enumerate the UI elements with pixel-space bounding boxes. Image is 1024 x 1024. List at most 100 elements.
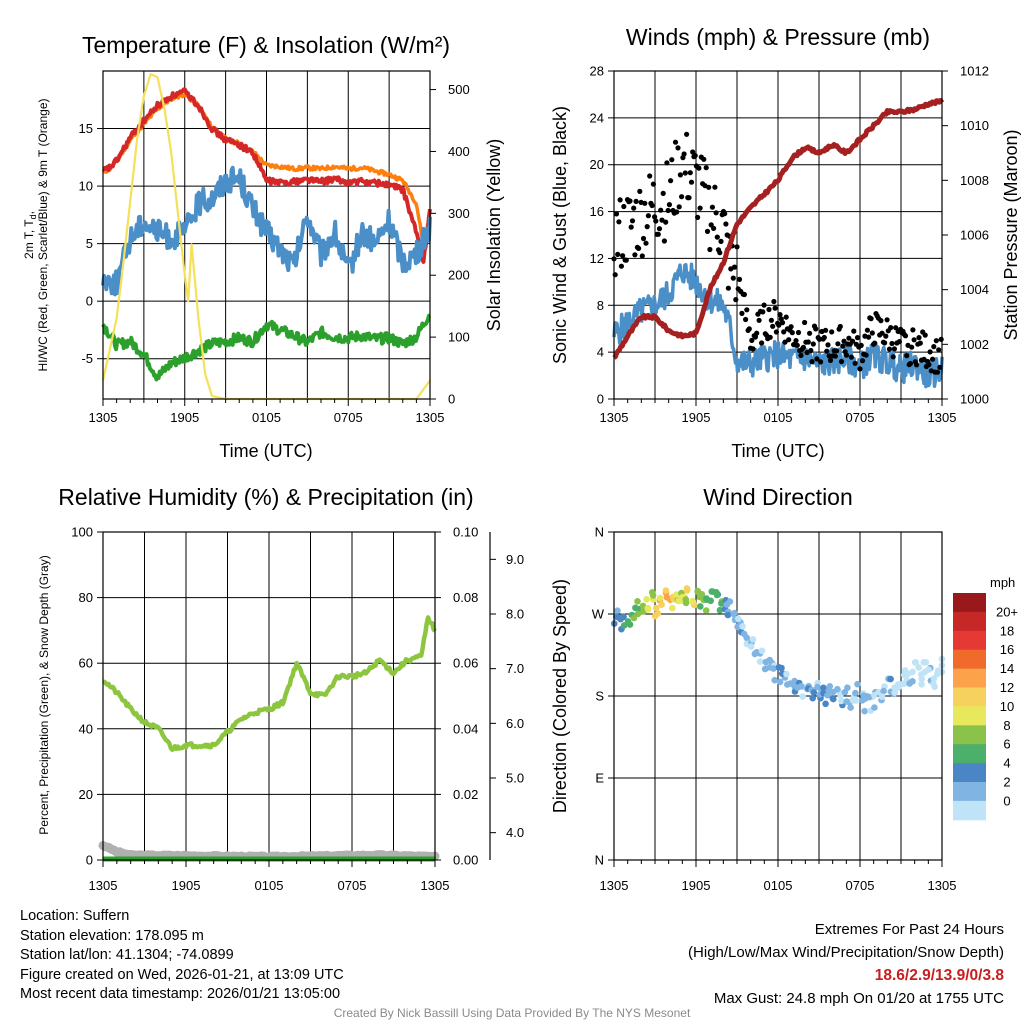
- gust-point: [927, 349, 933, 355]
- y2-tick-label: 0.04: [453, 721, 478, 736]
- series-hi-wc: [101, 165, 432, 297]
- winds-series: [611, 98, 945, 389]
- series-td: [101, 313, 431, 382]
- temperature-ylabel-right: Solar Insolation (Yellow): [484, 139, 504, 331]
- colorbar-label: 0: [1003, 793, 1010, 808]
- figure-created: Figure created on Wed, 2026-01-21, at 13…: [20, 966, 344, 983]
- direction-point: [634, 610, 642, 618]
- x-tick-label: 1905: [172, 878, 201, 893]
- colorbar-swatch: [953, 687, 986, 707]
- x-tick-label: 0105: [764, 410, 793, 425]
- direction-point: [909, 668, 916, 676]
- series-relative-humidity: [102, 615, 437, 752]
- y-tick-label: 4: [597, 345, 604, 360]
- td-comma: ,: [22, 211, 36, 214]
- gust-point: [637, 188, 643, 194]
- gust-point: [802, 319, 808, 326]
- gust-point: [904, 353, 910, 359]
- gust-point: [686, 195, 692, 201]
- gust-point: [677, 172, 684, 178]
- temperature-ticks: 1305 1905 0105 0705 1305 -5 0 5 10 15 0 100 200 300 40…: [79, 82, 470, 425]
- direction-point: [920, 659, 928, 666]
- gust-point: [891, 346, 898, 352]
- y2-tick-label: 1010: [960, 118, 989, 133]
- direction-point: [771, 676, 778, 684]
- gust-point: [776, 322, 782, 328]
- gust-point: [883, 333, 889, 339]
- gust-point: [750, 346, 756, 352]
- gust-point: [773, 329, 780, 335]
- gust-point: [668, 178, 674, 184]
- direction-point: [698, 591, 706, 598]
- gust-point: [930, 356, 936, 362]
- colorbar-swatch: [953, 611, 986, 632]
- gust-point: [621, 203, 627, 210]
- direction-point: [669, 604, 676, 612]
- gust-point: [786, 337, 792, 343]
- gust-point: [733, 297, 739, 303]
- colorbar-swatch: [953, 630, 986, 651]
- colorbar-swatch: [953, 725, 986, 745]
- y2-tick-label: 1000: [960, 392, 989, 407]
- gust-point: [628, 224, 634, 230]
- gust-point: [848, 354, 855, 360]
- y2-tick-label: 100: [448, 330, 470, 345]
- gust-point: [723, 221, 729, 227]
- y2-tick-label: 1006: [960, 228, 989, 243]
- y2-tick-label: 1008: [960, 173, 989, 188]
- recent-timestamp: Most recent data timestamp: 2026/01/21 1…: [20, 986, 341, 1002]
- gust-point: [695, 214, 701, 220]
- direction-point: [739, 623, 746, 630]
- max-gust: Max Gust: 24.8 mph On 01/20 at 1755 UTC: [713, 990, 1004, 1007]
- gust-point: [652, 214, 658, 220]
- gust-point: [851, 328, 857, 334]
- winds-xlabel: Time (UTC): [731, 441, 824, 461]
- temperature-panel: Temperature (F) & Insolation (W/m²) 1305…: [22, 32, 504, 461]
- x-tick-label: 0705: [334, 410, 363, 425]
- gust-point: [821, 334, 827, 341]
- gust-point: [743, 316, 749, 323]
- x-tick-label: 1905: [682, 410, 711, 425]
- direction-point: [915, 664, 922, 671]
- y-tick-label: 0: [86, 853, 93, 868]
- direction-point: [702, 607, 710, 614]
- gust-point: [781, 329, 787, 335]
- y-tick-label: W: [592, 607, 605, 622]
- direction-point: [683, 585, 691, 592]
- x-tick-label: 0705: [846, 878, 875, 893]
- gust-point: [620, 253, 626, 259]
- gust-point: [647, 173, 653, 179]
- gust-point: [807, 330, 813, 336]
- direction-point: [854, 680, 861, 688]
- colorbar-swatch: [953, 763, 986, 783]
- gust-point: [718, 238, 724, 244]
- series-2m-t: [102, 87, 432, 264]
- direction-point: [707, 597, 714, 605]
- gust-point: [681, 151, 687, 157]
- gust-point: [783, 314, 789, 320]
- direction-point: [756, 658, 764, 665]
- colorbar-label: 18: [1000, 623, 1014, 638]
- gust-point: [627, 198, 633, 204]
- colorbar-swatch: [953, 744, 986, 764]
- station-elevation: Station elevation: 178.095 m: [20, 927, 204, 944]
- direction-point: [891, 689, 898, 696]
- gust-point: [868, 316, 874, 322]
- y2-tick-label: 200: [448, 268, 470, 283]
- direction-point: [861, 707, 868, 715]
- gust-point: [674, 209, 680, 215]
- gust-point: [808, 347, 814, 354]
- direction-point: [743, 634, 750, 641]
- y2-tick-label: 0.00: [453, 853, 478, 868]
- gust-point: [934, 369, 941, 375]
- x-tick-label: 0105: [764, 878, 793, 893]
- gust-point: [854, 335, 861, 341]
- colorbar-label: 16: [1000, 642, 1014, 657]
- gust-point: [675, 145, 681, 151]
- direction-point: [735, 615, 742, 623]
- gust-point: [938, 336, 944, 342]
- gust-point: [709, 204, 716, 210]
- gust-point: [687, 170, 693, 176]
- gust-point: [798, 352, 804, 358]
- gust-point: [754, 330, 760, 336]
